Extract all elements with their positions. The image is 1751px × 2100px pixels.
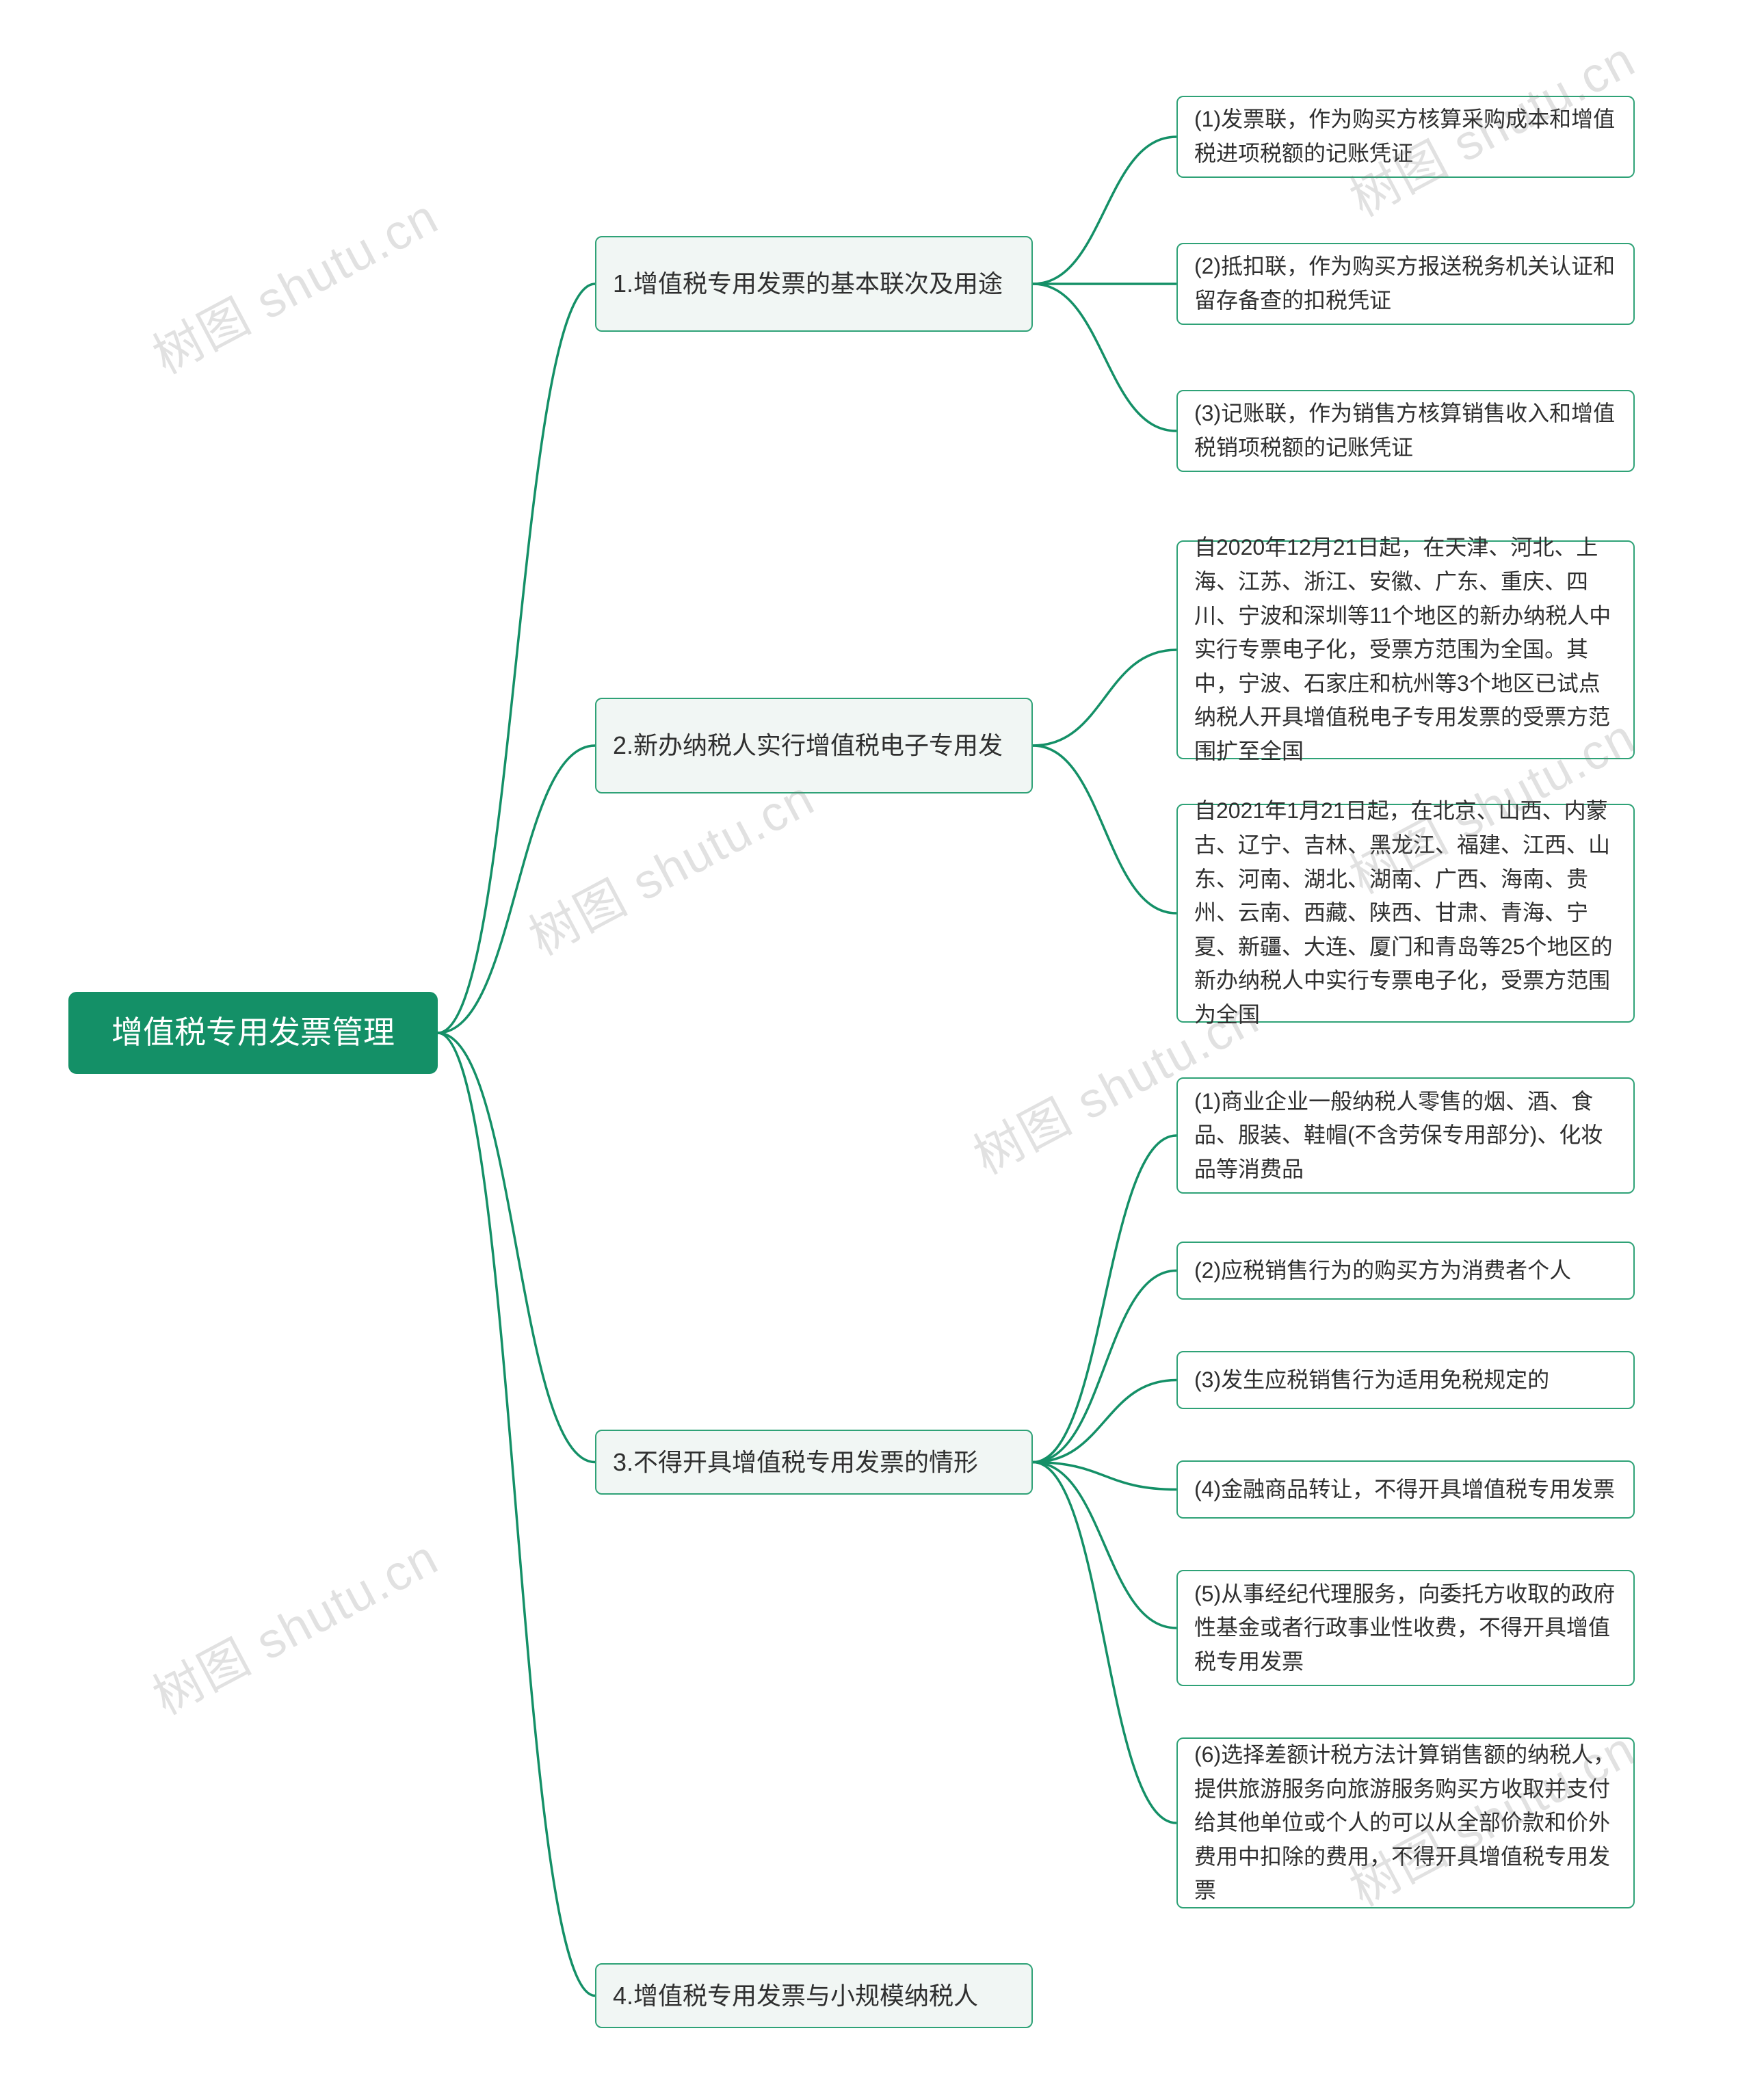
connector — [1033, 1462, 1176, 1629]
leaf-node-2-1: 自2020年12月21日起，在天津、河北、上海、江苏、浙江、安徽、广东、重庆、四… — [1176, 540, 1635, 759]
connector — [438, 1033, 595, 1996]
leaf-node-1-2: (2)抵扣联，作为购买方报送税务机关认证和留存备查的扣税凭证 — [1176, 243, 1635, 325]
connector — [1033, 1380, 1176, 1462]
leaf-node-3-2: (2)应税销售行为的购买方为消费者个人 — [1176, 1242, 1635, 1300]
leaf-node-1-1: (1)发票联，作为购买方核算采购成本和增值税进项税额的记账凭证 — [1176, 96, 1635, 178]
connector — [438, 1033, 595, 1462]
leaf-node-1-3: (3)记账联，作为销售方核算销售收入和增值税销项税额的记账凭证 — [1176, 390, 1635, 472]
root-node: 增值税专用发票管理 — [68, 992, 438, 1074]
connector — [1033, 1462, 1176, 1824]
leaf-node-3-1: (1)商业企业一般纳税人零售的烟、酒、食品、服装、鞋帽(不含劳保专用部分)、化妆… — [1176, 1077, 1635, 1194]
leaf-node-3-5: (5)从事经纪代理服务，向委托方收取的政府性基金或者行政事业性收费，不得开具增值… — [1176, 1570, 1635, 1686]
connector — [1033, 650, 1176, 746]
leaf-node-3-3: (3)发生应税销售行为适用免税规定的 — [1176, 1351, 1635, 1409]
connector — [1033, 1136, 1176, 1462]
watermark: 树图 shutu.cn — [138, 1518, 449, 1729]
branch-node-3: 3.不得开具增值税专用发票的情形 — [595, 1430, 1033, 1495]
connector — [1033, 137, 1176, 284]
leaf-node-3-6: (6)选择差额计税方法计算销售额的纳税人，提供旅游服务向旅游服务购买方收取并支付… — [1176, 1737, 1635, 1908]
branch-node-1: 1.增值税专用发票的基本联次及用途 — [595, 236, 1033, 332]
connector — [1033, 1462, 1176, 1490]
branch-node-2: 2.新办纳税人实行增值税电子专用发 — [595, 698, 1033, 793]
connector — [1033, 746, 1176, 913]
leaf-node-3-4: (4)金融商品转让，不得开具增值税专用发票 — [1176, 1460, 1635, 1519]
connector — [438, 746, 595, 1033]
leaf-node-2-2: 自2021年1月21日起，在北京、山西、内蒙古、辽宁、吉林、黑龙江、福建、江西、… — [1176, 804, 1635, 1023]
watermark: 树图 shutu.cn — [138, 177, 449, 388]
branch-node-4: 4.增值税专用发票与小规模纳税人 — [595, 1963, 1033, 2028]
connector — [438, 284, 595, 1033]
connector — [1033, 1271, 1176, 1462]
connector — [1033, 284, 1176, 431]
